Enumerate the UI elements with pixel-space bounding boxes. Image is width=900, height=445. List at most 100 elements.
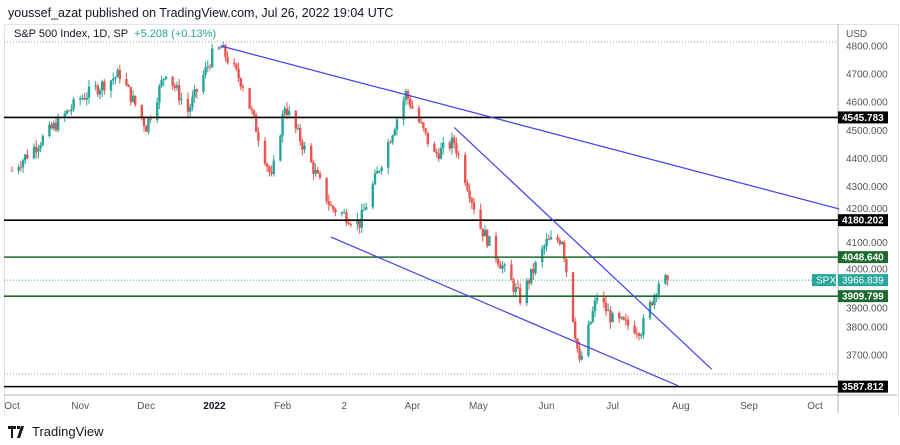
candle-down [349, 224, 352, 226]
candle-up [343, 212, 346, 214]
candle-down [332, 205, 335, 210]
candle-up [640, 335, 643, 337]
candle-down [455, 143, 458, 154]
candle-up [94, 85, 97, 87]
candle-up [387, 142, 390, 168]
y-tick-label: 4200.000 [846, 204, 888, 215]
candle-down [142, 118, 146, 127]
candle-down [270, 172, 273, 174]
candle-up [206, 66, 209, 68]
candle-down [186, 99, 190, 112]
candle-down [310, 145, 313, 163]
candle-up [404, 91, 407, 101]
candle-up [439, 147, 443, 159]
trendline [330, 236, 679, 387]
candle-down [252, 110, 256, 116]
candle-down [125, 78, 128, 85]
candle-down [604, 302, 608, 312]
symbol-tag [812, 274, 836, 287]
candle-down [565, 258, 568, 273]
y-tick-label: 4300.000 [846, 182, 888, 193]
candle-up [296, 128, 300, 130]
candle-down [235, 64, 238, 69]
candle-down [173, 85, 176, 88]
candle-down [453, 137, 456, 144]
candle-up [488, 236, 491, 246]
candle-up [156, 102, 159, 120]
level-price-label: 4545.783 [842, 113, 884, 124]
candle-down [448, 142, 451, 149]
candle-up [147, 118, 150, 132]
candle-down [424, 128, 427, 133]
candle-up [591, 311, 594, 322]
candle-down [171, 76, 174, 86]
candle-up [373, 173, 377, 185]
candle-up [279, 135, 282, 161]
trendline [220, 45, 840, 210]
candle-down [26, 154, 29, 159]
candle-down [358, 219, 361, 228]
candle-up [664, 275, 667, 284]
candle-down [316, 169, 319, 174]
tradingview-logo-icon [8, 425, 24, 438]
x-tick-label: Sep [740, 401, 758, 412]
candle-up [98, 90, 102, 95]
candle-up [365, 207, 368, 210]
symbol-title: S&P 500 Index, 1D, SP [14, 28, 129, 40]
candle-down [219, 47, 223, 49]
candle-up [57, 116, 60, 131]
candle-down [576, 338, 579, 349]
candle-up [283, 108, 286, 115]
candle-down [409, 98, 412, 107]
candle-down [574, 321, 577, 339]
candle-down [497, 258, 500, 265]
candle-down [140, 104, 143, 119]
candle-down [257, 132, 260, 141]
candle-up [501, 266, 504, 269]
candle-down [294, 110, 297, 129]
candle-up [503, 264, 506, 267]
last-price-label: 3966.839 [842, 276, 884, 287]
candle-down [54, 122, 58, 131]
x-tick-label: Dec [137, 401, 155, 412]
candle-up [164, 76, 168, 79]
candle-down [389, 142, 392, 144]
candle-up [371, 184, 374, 208]
candle-up [393, 129, 396, 136]
x-tick-label: May [469, 401, 488, 412]
candle-up [288, 110, 291, 115]
candle-up [303, 145, 306, 150]
y-tick-label: 4700.000 [846, 70, 888, 81]
level-price-tag [838, 380, 888, 393]
candle-down [651, 302, 654, 306]
candle-up [593, 300, 597, 312]
candle-up [648, 302, 652, 319]
brand-name: TradingView [32, 424, 104, 439]
candle-down [129, 86, 132, 102]
candle-down [268, 166, 271, 173]
candle-down [510, 264, 513, 281]
candle-up [87, 86, 91, 98]
level-price-label: 4180.202 [842, 216, 884, 227]
candle-down [299, 128, 302, 142]
candle-down [347, 222, 350, 225]
candle-up [158, 86, 161, 103]
footer[interactable]: TradingView [8, 424, 104, 439]
candle-down [318, 173, 322, 178]
candle-up [514, 287, 517, 292]
candle-down [226, 56, 229, 63]
candle-down [422, 122, 425, 129]
candle-down [149, 118, 152, 120]
candle-up [39, 145, 42, 149]
candle-up [37, 148, 40, 152]
candle-down [426, 132, 429, 144]
chart-legend: S&P 500 Index, 1D, SP +5.208 (+0.13%) [14, 28, 216, 40]
candle-up [70, 109, 73, 111]
trendline [453, 127, 713, 370]
candle-up [180, 99, 183, 101]
candle-down [50, 124, 53, 129]
x-tick-label: Oct [4, 401, 20, 412]
candle-down [499, 264, 502, 269]
candle-up [376, 171, 379, 174]
